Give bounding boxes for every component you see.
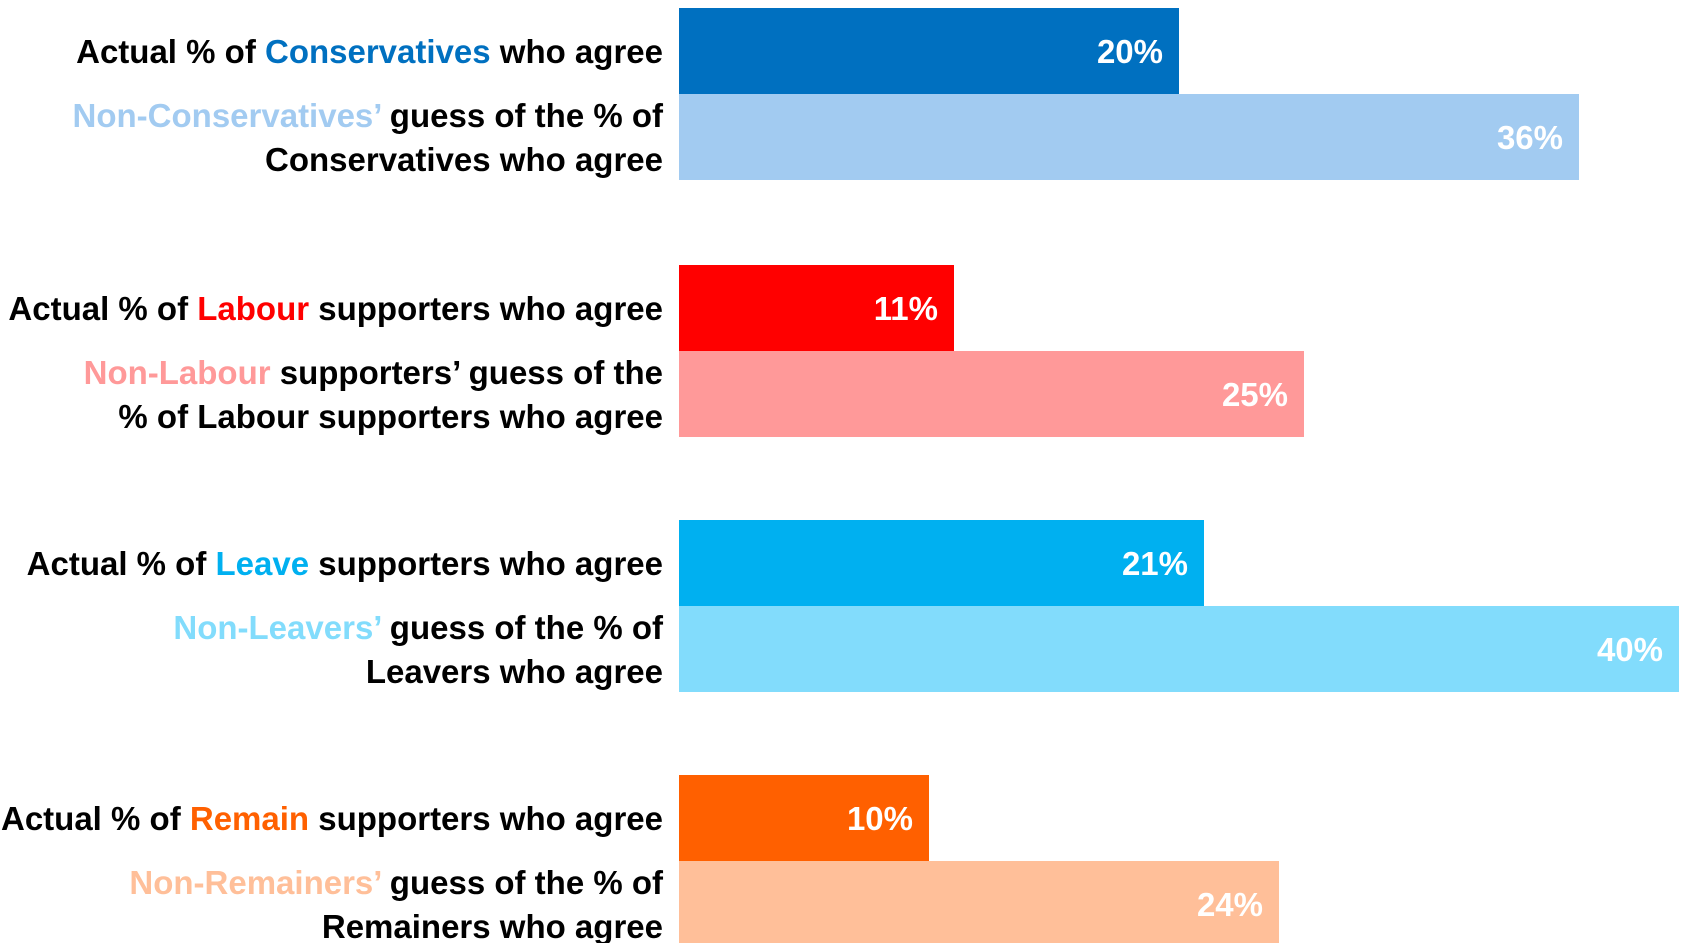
data-label: 25% bbox=[1222, 376, 1288, 413]
data-label: 21% bbox=[1122, 545, 1188, 582]
category-label-segment: Conservatives who agree bbox=[265, 141, 663, 178]
category-label: Conservatives who agree bbox=[265, 141, 663, 178]
category-label-segment: Conservatives bbox=[265, 33, 491, 70]
category-label-segment: Non-Remainers’ bbox=[129, 864, 380, 901]
category-label: Non-Labour supporters’ guess of the bbox=[84, 354, 663, 391]
data-label: 11% bbox=[874, 290, 938, 327]
category-label: Non-Remainers’ guess of the % of bbox=[129, 864, 664, 901]
category-label: Actual % of Remain supporters who agree bbox=[1, 800, 663, 837]
data-label: 40% bbox=[1597, 631, 1663, 668]
category-label: % of Labour supporters who agree bbox=[118, 398, 663, 435]
category-label: Non-Leavers’ guess of the % of bbox=[173, 609, 664, 646]
bar bbox=[679, 8, 1179, 94]
category-label-segment: Actual % of bbox=[1, 800, 190, 837]
data-label: 10% bbox=[847, 800, 913, 837]
category-label: Actual % of Conservatives who agree bbox=[76, 33, 663, 70]
category-label: Leavers who agree bbox=[366, 653, 663, 690]
category-label-segment: Non-Labour bbox=[84, 354, 271, 391]
bar-group: 10% Actual % of Remain supporters who agr… bbox=[1, 775, 1279, 943]
bar bbox=[679, 265, 954, 351]
bar-group: 21% Actual % of Leave supporters who agre… bbox=[27, 520, 1679, 692]
bar-group: 20% Actual % of Conservatives who agree 36… bbox=[73, 8, 1579, 180]
category-label-segment: % of Labour supporters who agree bbox=[118, 398, 663, 435]
category-label-segment: guess of the % of bbox=[381, 864, 664, 901]
category-label-segment: guess of the % of bbox=[381, 97, 664, 134]
category-label-segment: supporters’ guess of the bbox=[271, 354, 663, 391]
category-label-segment: Leavers who agree bbox=[366, 653, 663, 690]
data-label: 36% bbox=[1497, 119, 1563, 156]
bar-group: 11% Actual % of Labour supporters who agr… bbox=[8, 265, 1304, 437]
category-label-segment: Remain bbox=[190, 800, 309, 837]
bar bbox=[679, 94, 1579, 180]
category-label-segment: Leave bbox=[216, 545, 310, 582]
bar bbox=[679, 520, 1204, 606]
data-label: 24% bbox=[1197, 886, 1263, 923]
category-label-segment: Non-Conservatives’ bbox=[73, 97, 381, 134]
category-label-segment: Remainers who agree bbox=[322, 908, 663, 943]
category-label-segment: Actual % of bbox=[8, 290, 197, 327]
category-label: Non-Conservatives’ guess of the % of bbox=[73, 97, 664, 134]
category-label-segment: Actual % of bbox=[27, 545, 216, 582]
category-label-segment: Non-Leavers’ bbox=[173, 609, 380, 646]
category-label-segment: supporters who agree bbox=[309, 800, 663, 837]
category-label: Actual % of Leave supporters who agree bbox=[27, 545, 663, 582]
bar bbox=[679, 351, 1304, 437]
bar bbox=[679, 775, 929, 861]
category-label-segment: supporters who agree bbox=[309, 545, 663, 582]
category-label: Actual % of Labour supporters who agree bbox=[8, 290, 663, 327]
category-label-segment: who agree bbox=[491, 33, 663, 70]
data-label: 20% bbox=[1097, 33, 1163, 70]
category-label: Remainers who agree bbox=[322, 908, 663, 943]
category-label-segment: Actual % of bbox=[76, 33, 265, 70]
bar bbox=[679, 606, 1679, 692]
category-label-segment: guess of the % of bbox=[381, 609, 664, 646]
bar bbox=[679, 861, 1279, 943]
category-label-segment: supporters who agree bbox=[309, 290, 663, 327]
category-label-segment: Labour bbox=[197, 290, 309, 327]
